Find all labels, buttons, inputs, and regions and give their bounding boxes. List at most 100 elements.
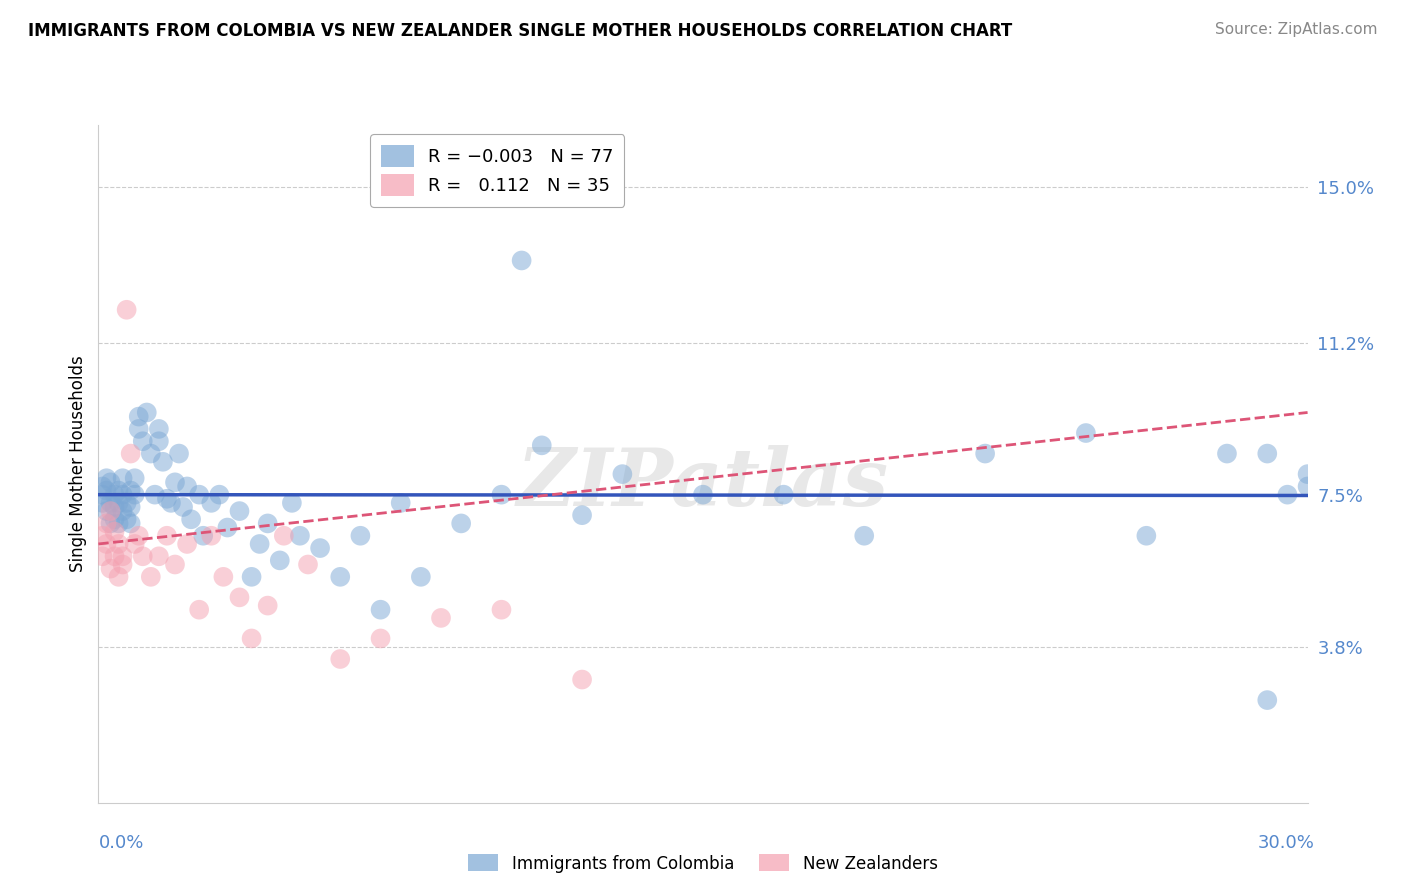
Point — [120, 446, 142, 460]
Point — [200, 529, 222, 543]
Point — [180, 512, 202, 526]
Point — [91, 549, 114, 564]
Point — [176, 479, 198, 493]
Point — [96, 504, 118, 518]
Point — [163, 558, 186, 572]
Point — [1277, 488, 1299, 502]
Legend: R = −0.003   N = 77, R =   0.112   N = 35: R = −0.003 N = 77, R = 0.112 N = 35 — [370, 134, 624, 207]
Point — [273, 529, 295, 543]
Point — [124, 471, 146, 485]
Point — [91, 529, 114, 543]
Point — [571, 508, 593, 523]
Point — [188, 603, 211, 617]
Point — [370, 632, 392, 646]
Point — [91, 496, 114, 510]
Point — [96, 537, 118, 551]
Point — [297, 558, 319, 572]
Point — [124, 537, 146, 551]
Point — [148, 549, 170, 564]
Point — [228, 504, 250, 518]
Point — [124, 488, 146, 502]
Point — [1256, 693, 1278, 707]
Point — [1216, 446, 1239, 460]
Point — [571, 673, 593, 687]
Y-axis label: Single Mother Households: Single Mother Households — [69, 356, 87, 572]
Point — [156, 529, 179, 543]
Point — [172, 500, 194, 514]
Point — [193, 529, 215, 543]
Point — [269, 553, 291, 567]
Text: Source: ZipAtlas.com: Source: ZipAtlas.com — [1215, 22, 1378, 37]
Point — [132, 549, 155, 564]
Point — [772, 488, 794, 502]
Point — [103, 512, 125, 526]
Point — [217, 520, 239, 534]
Point — [120, 500, 142, 514]
Point — [288, 529, 311, 543]
Point — [139, 446, 162, 460]
Point — [103, 488, 125, 502]
Point — [1135, 529, 1157, 543]
Point — [430, 611, 453, 625]
Point — [200, 496, 222, 510]
Point — [156, 491, 179, 506]
Point — [188, 488, 211, 502]
Point — [128, 529, 150, 543]
Point — [100, 561, 122, 575]
Point — [120, 483, 142, 498]
Point — [212, 570, 235, 584]
Point — [100, 496, 122, 510]
Point — [240, 570, 263, 584]
Point — [100, 475, 122, 490]
Point — [1074, 425, 1097, 440]
Point — [309, 541, 332, 555]
Point — [103, 500, 125, 514]
Point — [370, 603, 392, 617]
Point — [96, 471, 118, 485]
Point — [111, 549, 134, 564]
Text: IMMIGRANTS FROM COLOMBIA VS NEW ZEALANDER SINGLE MOTHER HOUSEHOLDS CORRELATION C: IMMIGRANTS FROM COLOMBIA VS NEW ZEALANDE… — [28, 22, 1012, 40]
Point — [139, 570, 162, 584]
Point — [148, 422, 170, 436]
Legend: Immigrants from Colombia, New Zealanders: Immigrants from Colombia, New Zealanders — [461, 847, 945, 880]
Point — [107, 483, 129, 498]
Text: 30.0%: 30.0% — [1258, 834, 1315, 852]
Point — [132, 434, 155, 449]
Point — [530, 438, 553, 452]
Point — [240, 632, 263, 646]
Point — [107, 516, 129, 531]
Point — [692, 488, 714, 502]
Point — [256, 516, 278, 531]
Point — [120, 516, 142, 531]
Point — [409, 570, 432, 584]
Point — [228, 591, 250, 605]
Point — [107, 537, 129, 551]
Point — [167, 446, 190, 460]
Point — [256, 599, 278, 613]
Point — [450, 516, 472, 531]
Point — [103, 524, 125, 539]
Point — [100, 516, 122, 531]
Point — [107, 496, 129, 510]
Point — [148, 434, 170, 449]
Point — [491, 603, 513, 617]
Point — [329, 570, 352, 584]
Point — [135, 405, 157, 419]
Point — [128, 409, 150, 424]
Point — [1296, 479, 1319, 493]
Point — [163, 475, 186, 490]
Point — [1296, 467, 1319, 482]
Point — [510, 253, 533, 268]
Point — [115, 496, 138, 510]
Point — [143, 488, 166, 502]
Point — [176, 537, 198, 551]
Point — [249, 537, 271, 551]
Point — [389, 496, 412, 510]
Point — [107, 570, 129, 584]
Point — [612, 467, 634, 482]
Point — [91, 479, 114, 493]
Text: 0.0%: 0.0% — [98, 834, 143, 852]
Point — [115, 512, 138, 526]
Text: ZIPatlas: ZIPatlas — [517, 445, 889, 523]
Point — [208, 488, 231, 502]
